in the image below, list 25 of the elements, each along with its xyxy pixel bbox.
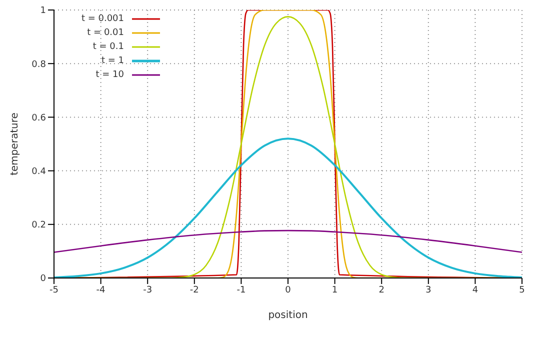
y-tick-label: 0.6: [32, 113, 46, 124]
x-tick-label: -2: [190, 285, 199, 296]
x-tick-label: 2: [378, 285, 384, 296]
x-tick-label: -3: [143, 285, 152, 296]
x-tick-label: 1: [332, 285, 338, 296]
x-tick-label: 3: [426, 285, 432, 296]
legend-label: t = 0.001: [81, 14, 124, 24]
line-series: [54, 230, 522, 253]
legend-label: t = 0.1: [92, 42, 124, 52]
legend-label: t = 1: [101, 56, 124, 66]
y-axis-title: temperature: [10, 112, 21, 176]
legend-label: t = 0.01: [87, 28, 124, 38]
x-axis-title: position: [268, 310, 308, 321]
y-tick-label: 0: [40, 274, 46, 284]
x-tick-label: -1: [236, 285, 246, 296]
legend-label: t = 10: [96, 70, 124, 80]
y-tick-label: 0.2: [32, 220, 46, 231]
x-tick-label: 4: [472, 285, 478, 296]
x-tick-label: 0: [285, 285, 292, 296]
y-tick-label: 0.4: [32, 166, 46, 177]
x-tick-label: -4: [96, 285, 106, 296]
x-tick-label: -5: [50, 285, 58, 296]
y-tick-label: 0.8: [32, 60, 46, 70]
y-tick-label: 1: [40, 6, 46, 16]
x-tick-label: 5: [519, 285, 525, 296]
